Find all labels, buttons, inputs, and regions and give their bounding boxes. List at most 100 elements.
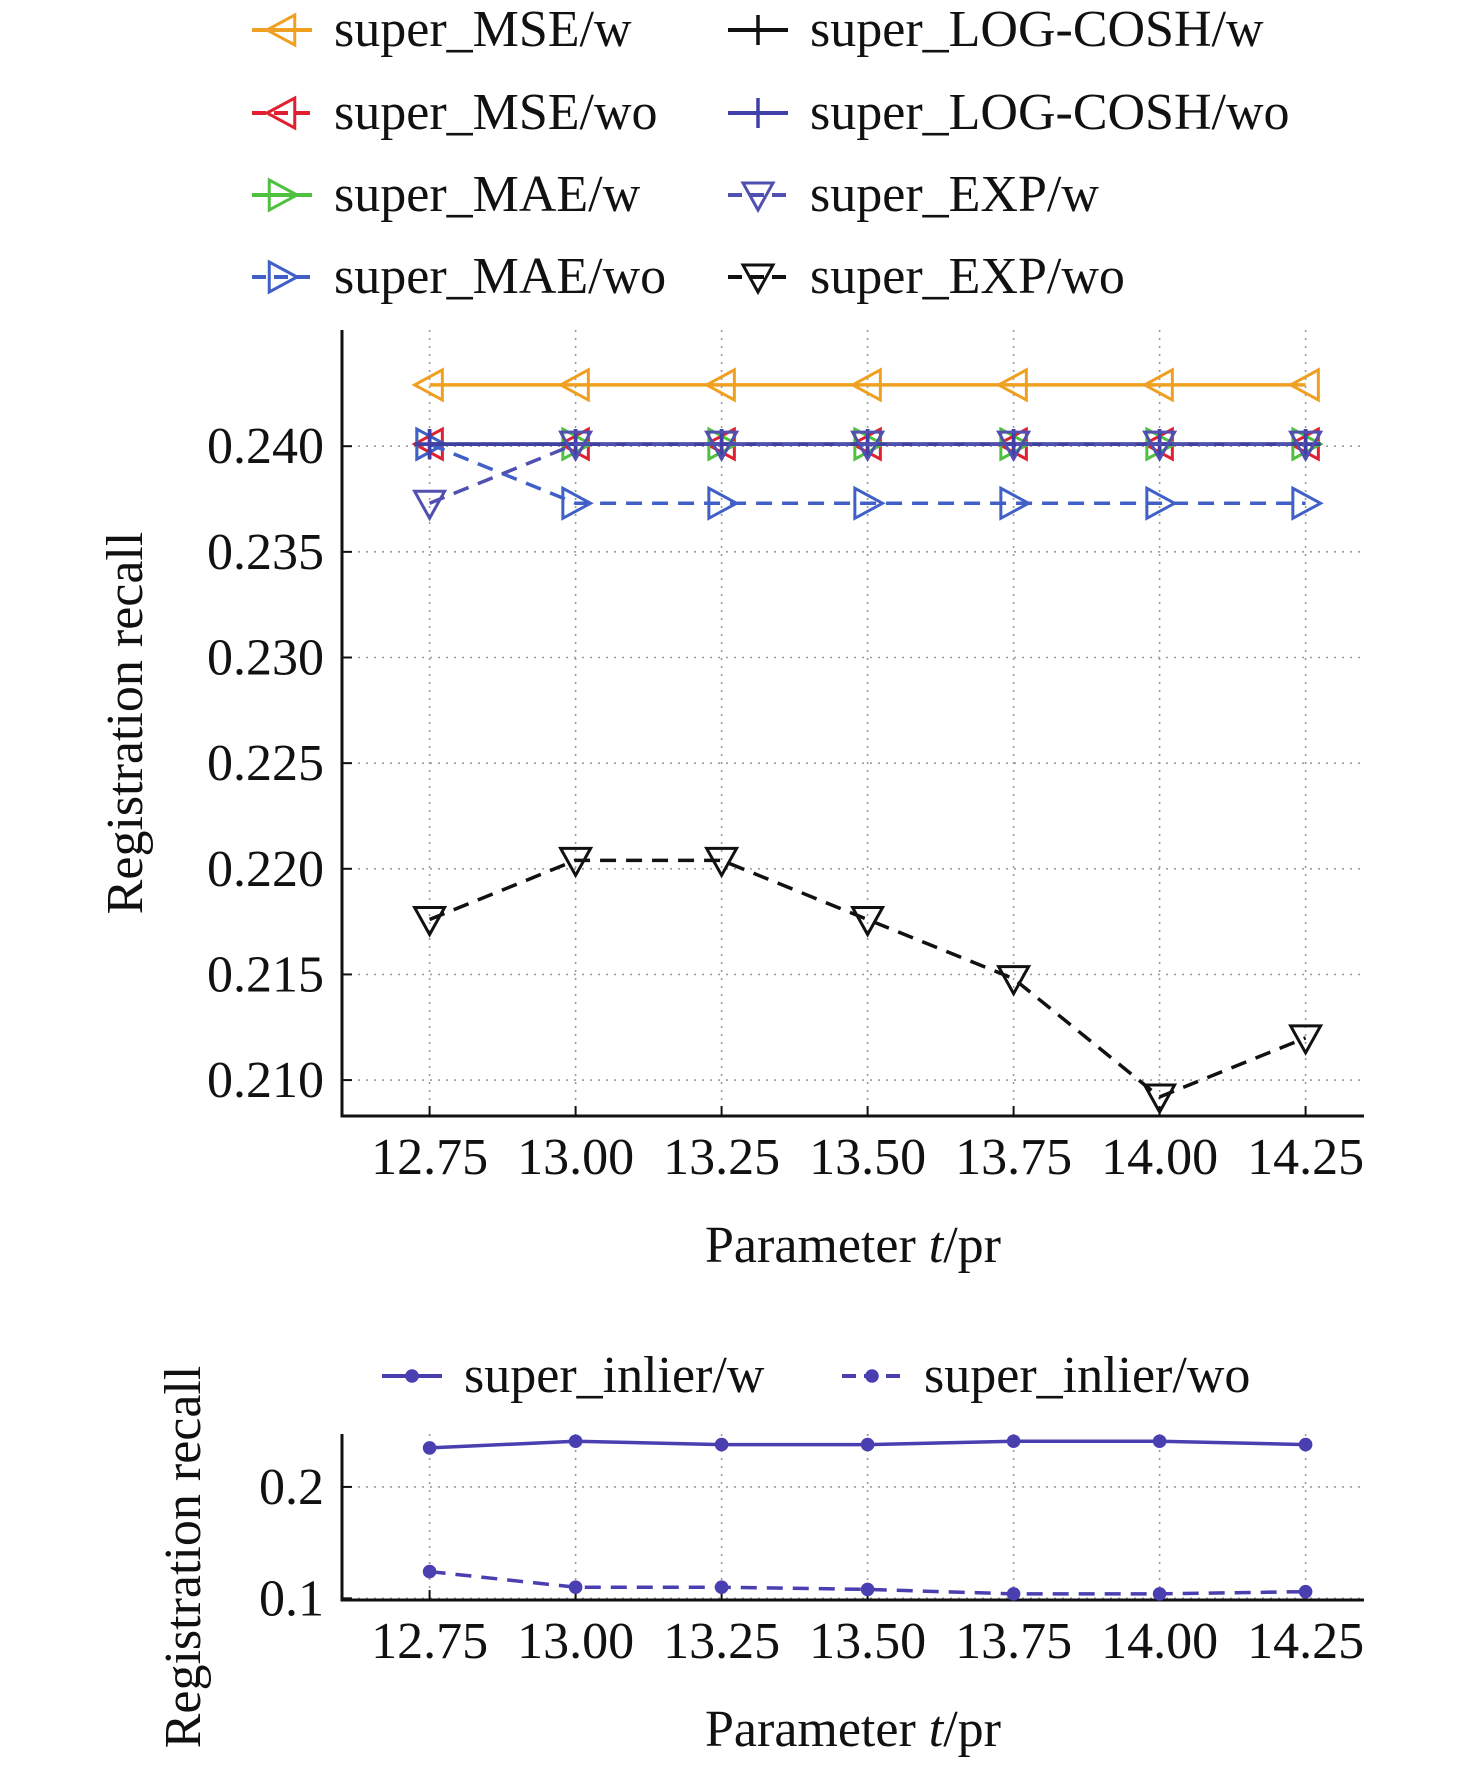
main-chart-point-super-exp-wo xyxy=(558,846,594,879)
legend-label-super-log-cosh-wo: super_LOG-COSH/wo xyxy=(810,84,1290,141)
main-chart-point-super-mae-wo xyxy=(707,485,740,521)
main-chart-point-super-exp-wo xyxy=(1288,1024,1324,1056)
legend-marker-super-mse-wo xyxy=(263,95,297,131)
legend-item-super-inlier-w: super_inlier/w xyxy=(382,1347,765,1404)
main-chart: 12.75 13.00 13.25 13.50 13.75 14.00 14.25 0.210… xyxy=(207,330,1364,1186)
inlier-chart-point-super-inlier-wo xyxy=(1006,1587,1021,1601)
legend-item-super-mae-w: super_MAE/w xyxy=(252,166,641,223)
inlier-chart-point-super-inlier-w xyxy=(860,1437,875,1452)
main-chart-series-super-exp-wo xyxy=(412,846,1324,1116)
main-chart-point-super-mse-w xyxy=(411,367,444,403)
main-chart-point-super-exp-wo xyxy=(996,965,1032,997)
main-chart-point-super-exp-w xyxy=(996,430,1032,463)
inlier-chart-point-super-inlier-w xyxy=(1298,1437,1313,1452)
inlier-chart-x-tick-label: 14.00 xyxy=(1101,1613,1218,1670)
main-chart-point-super-exp-wo xyxy=(850,906,886,938)
main-chart-point-super-mse-w xyxy=(1287,367,1320,403)
legend-marker-super-mse-w xyxy=(263,12,297,48)
legend-item-super-inlier-wo: super_inlier/wo xyxy=(842,1347,1250,1404)
main-chart-series-super-mae-wo xyxy=(415,426,1324,521)
legend-inlier-chart: super_inlier/w super_inlier/wo xyxy=(382,1347,1250,1404)
main-chart-point-super-mse-w xyxy=(557,367,590,403)
inlier-chart-point-super-inlier-wo xyxy=(714,1580,729,1594)
main-chart-x-axis-label: Parameter t/pr xyxy=(705,1217,1001,1274)
legend-label-super-mse-w: super_MSE/w xyxy=(334,1,632,58)
main-chart-point-super-mae-wo xyxy=(999,485,1032,521)
legend-label-super-log-cosh-w: super_LOG-COSH/w xyxy=(810,1,1264,58)
main-chart-y-tick-label: 0.215 xyxy=(207,946,324,1003)
legend-label-super-inlier-wo: super_inlier/wo xyxy=(924,1347,1250,1404)
main-chart-point-super-mae-wo xyxy=(561,485,594,521)
inlier-chart-point-super-inlier-wo xyxy=(422,1564,437,1579)
inlier-chart: 12.75 13.00 13.25 13.50 13.75 14.00 14.25 0.1 0.… xyxy=(259,1434,1364,1670)
main-chart-point-super-exp-w xyxy=(1142,430,1178,463)
inlier-chart-y-tick-label: 0.2 xyxy=(259,1459,324,1516)
main-chart-y-axis-label: Registration recall xyxy=(97,532,154,915)
legend-marker-super-inlier-wo xyxy=(865,1369,879,1383)
legend-marker-super-exp-wo xyxy=(740,263,776,296)
inlier-chart-x-tick-label: 13.50 xyxy=(809,1613,926,1670)
legend-label-super-mae-wo: super_MAE/wo xyxy=(334,248,666,305)
legend-item-super-mae-wo: super_MAE/wo xyxy=(252,248,666,305)
main-chart-x-tick-label: 14.00 xyxy=(1101,1129,1218,1186)
inlier-chart-x-tick-label: 13.25 xyxy=(663,1613,780,1670)
legend-label-super-mse-wo: super_MSE/wo xyxy=(334,84,658,141)
main-chart-line-super-mae-wo xyxy=(428,442,1306,506)
legend-marker-super-log-cosh-wo xyxy=(743,98,773,128)
inlier-chart-x-axis-label: Parameter t/pr xyxy=(705,1701,1001,1758)
legend-marker-super-inlier-w xyxy=(405,1369,419,1383)
inlier-chart-series-super-inlier-wo xyxy=(422,1564,1313,1601)
main-chart-series-super-mse-w xyxy=(411,367,1320,403)
main-chart-x-tick-label: 13.75 xyxy=(955,1129,1072,1186)
main-chart-point-super-exp-w xyxy=(412,489,448,522)
main-chart-axes xyxy=(340,330,1364,1118)
legend-item-super-mse-w: super_MSE/w xyxy=(252,1,632,58)
inlier-chart-point-super-inlier-w xyxy=(1006,1434,1021,1449)
inlier-chart-y-axis-label: Registration recall xyxy=(155,1366,212,1749)
inlier-chart-axes xyxy=(340,1434,1364,1602)
main-chart-point-super-mse-w xyxy=(703,367,736,403)
legend-marker-super-exp-w xyxy=(740,181,776,214)
legend-main-chart: super_MSE/w super_MSE/wo super_MAE/w super_… xyxy=(252,1,1290,305)
main-chart-point-super-exp-wo xyxy=(1142,1083,1178,1116)
inlier-chart-x-tick-label: 14.25 xyxy=(1247,1613,1364,1670)
legend-item-super-exp-w: super_EXP/w xyxy=(728,166,1099,223)
main-chart-x-tick-label: 14.25 xyxy=(1247,1129,1364,1186)
legend-item-super-log-cosh-w: super_LOG-COSH/w xyxy=(728,1,1264,58)
legend-label-super-exp-w: super_EXP/w xyxy=(810,166,1099,223)
inlier-chart-point-super-inlier-wo xyxy=(1152,1587,1167,1601)
main-chart-point-super-mse-w xyxy=(849,367,882,403)
main-chart-y-tick-label: 0.225 xyxy=(207,735,324,792)
inlier-chart-x-tick-label: 12.75 xyxy=(371,1613,488,1670)
inlier-chart-x-tick-label: 13.75 xyxy=(955,1613,1072,1670)
main-chart-point-super-mae-wo xyxy=(853,485,886,521)
inlier-chart-point-super-inlier-w xyxy=(1152,1434,1167,1449)
main-chart-point-super-exp-w xyxy=(704,430,740,463)
inlier-chart-point-super-inlier-w xyxy=(568,1434,583,1449)
main-chart-point-super-exp-w xyxy=(850,430,886,463)
inlier-chart-point-super-inlier-wo xyxy=(568,1580,583,1594)
inlier-chart-y-tick-label: 0.1 xyxy=(259,1570,324,1627)
main-chart-point-super-mae-wo xyxy=(1145,485,1178,521)
legend-label-super-inlier-w: super_inlier/w xyxy=(464,1347,765,1404)
main-chart-y-tick-label: 0.220 xyxy=(207,841,324,898)
legend-item-super-log-cosh-wo: super_LOG-COSH/wo xyxy=(728,84,1290,141)
legend-marker-super-mae-wo xyxy=(267,259,301,295)
main-chart-point-super-mse-w xyxy=(995,367,1028,403)
legend-marker-super-mae-w xyxy=(267,177,301,213)
inlier-chart-point-super-inlier-w xyxy=(714,1437,729,1452)
inlier-chart-x-tick-label: 13.00 xyxy=(517,1613,634,1670)
main-chart-line-super-exp-wo xyxy=(428,858,1307,1099)
legend-label-super-exp-wo: super_EXP/wo xyxy=(810,248,1125,305)
main-chart-y-tick-label: 0.230 xyxy=(207,630,324,687)
legend-item-super-exp-wo: super_EXP/wo xyxy=(728,248,1125,305)
main-chart-point-super-exp-wo xyxy=(412,906,448,938)
main-chart-x-tick-label: 13.00 xyxy=(517,1129,634,1186)
main-chart-point-super-mae-wo xyxy=(1291,485,1324,521)
main-chart-point-super-mse-w xyxy=(1141,367,1174,403)
inlier-chart-point-super-inlier-w xyxy=(422,1441,437,1455)
legend-marker-super-log-cosh-w xyxy=(743,15,773,45)
main-chart-point-super-exp-wo xyxy=(704,846,740,879)
main-chart-y-tick-label: 0.240 xyxy=(207,418,324,475)
